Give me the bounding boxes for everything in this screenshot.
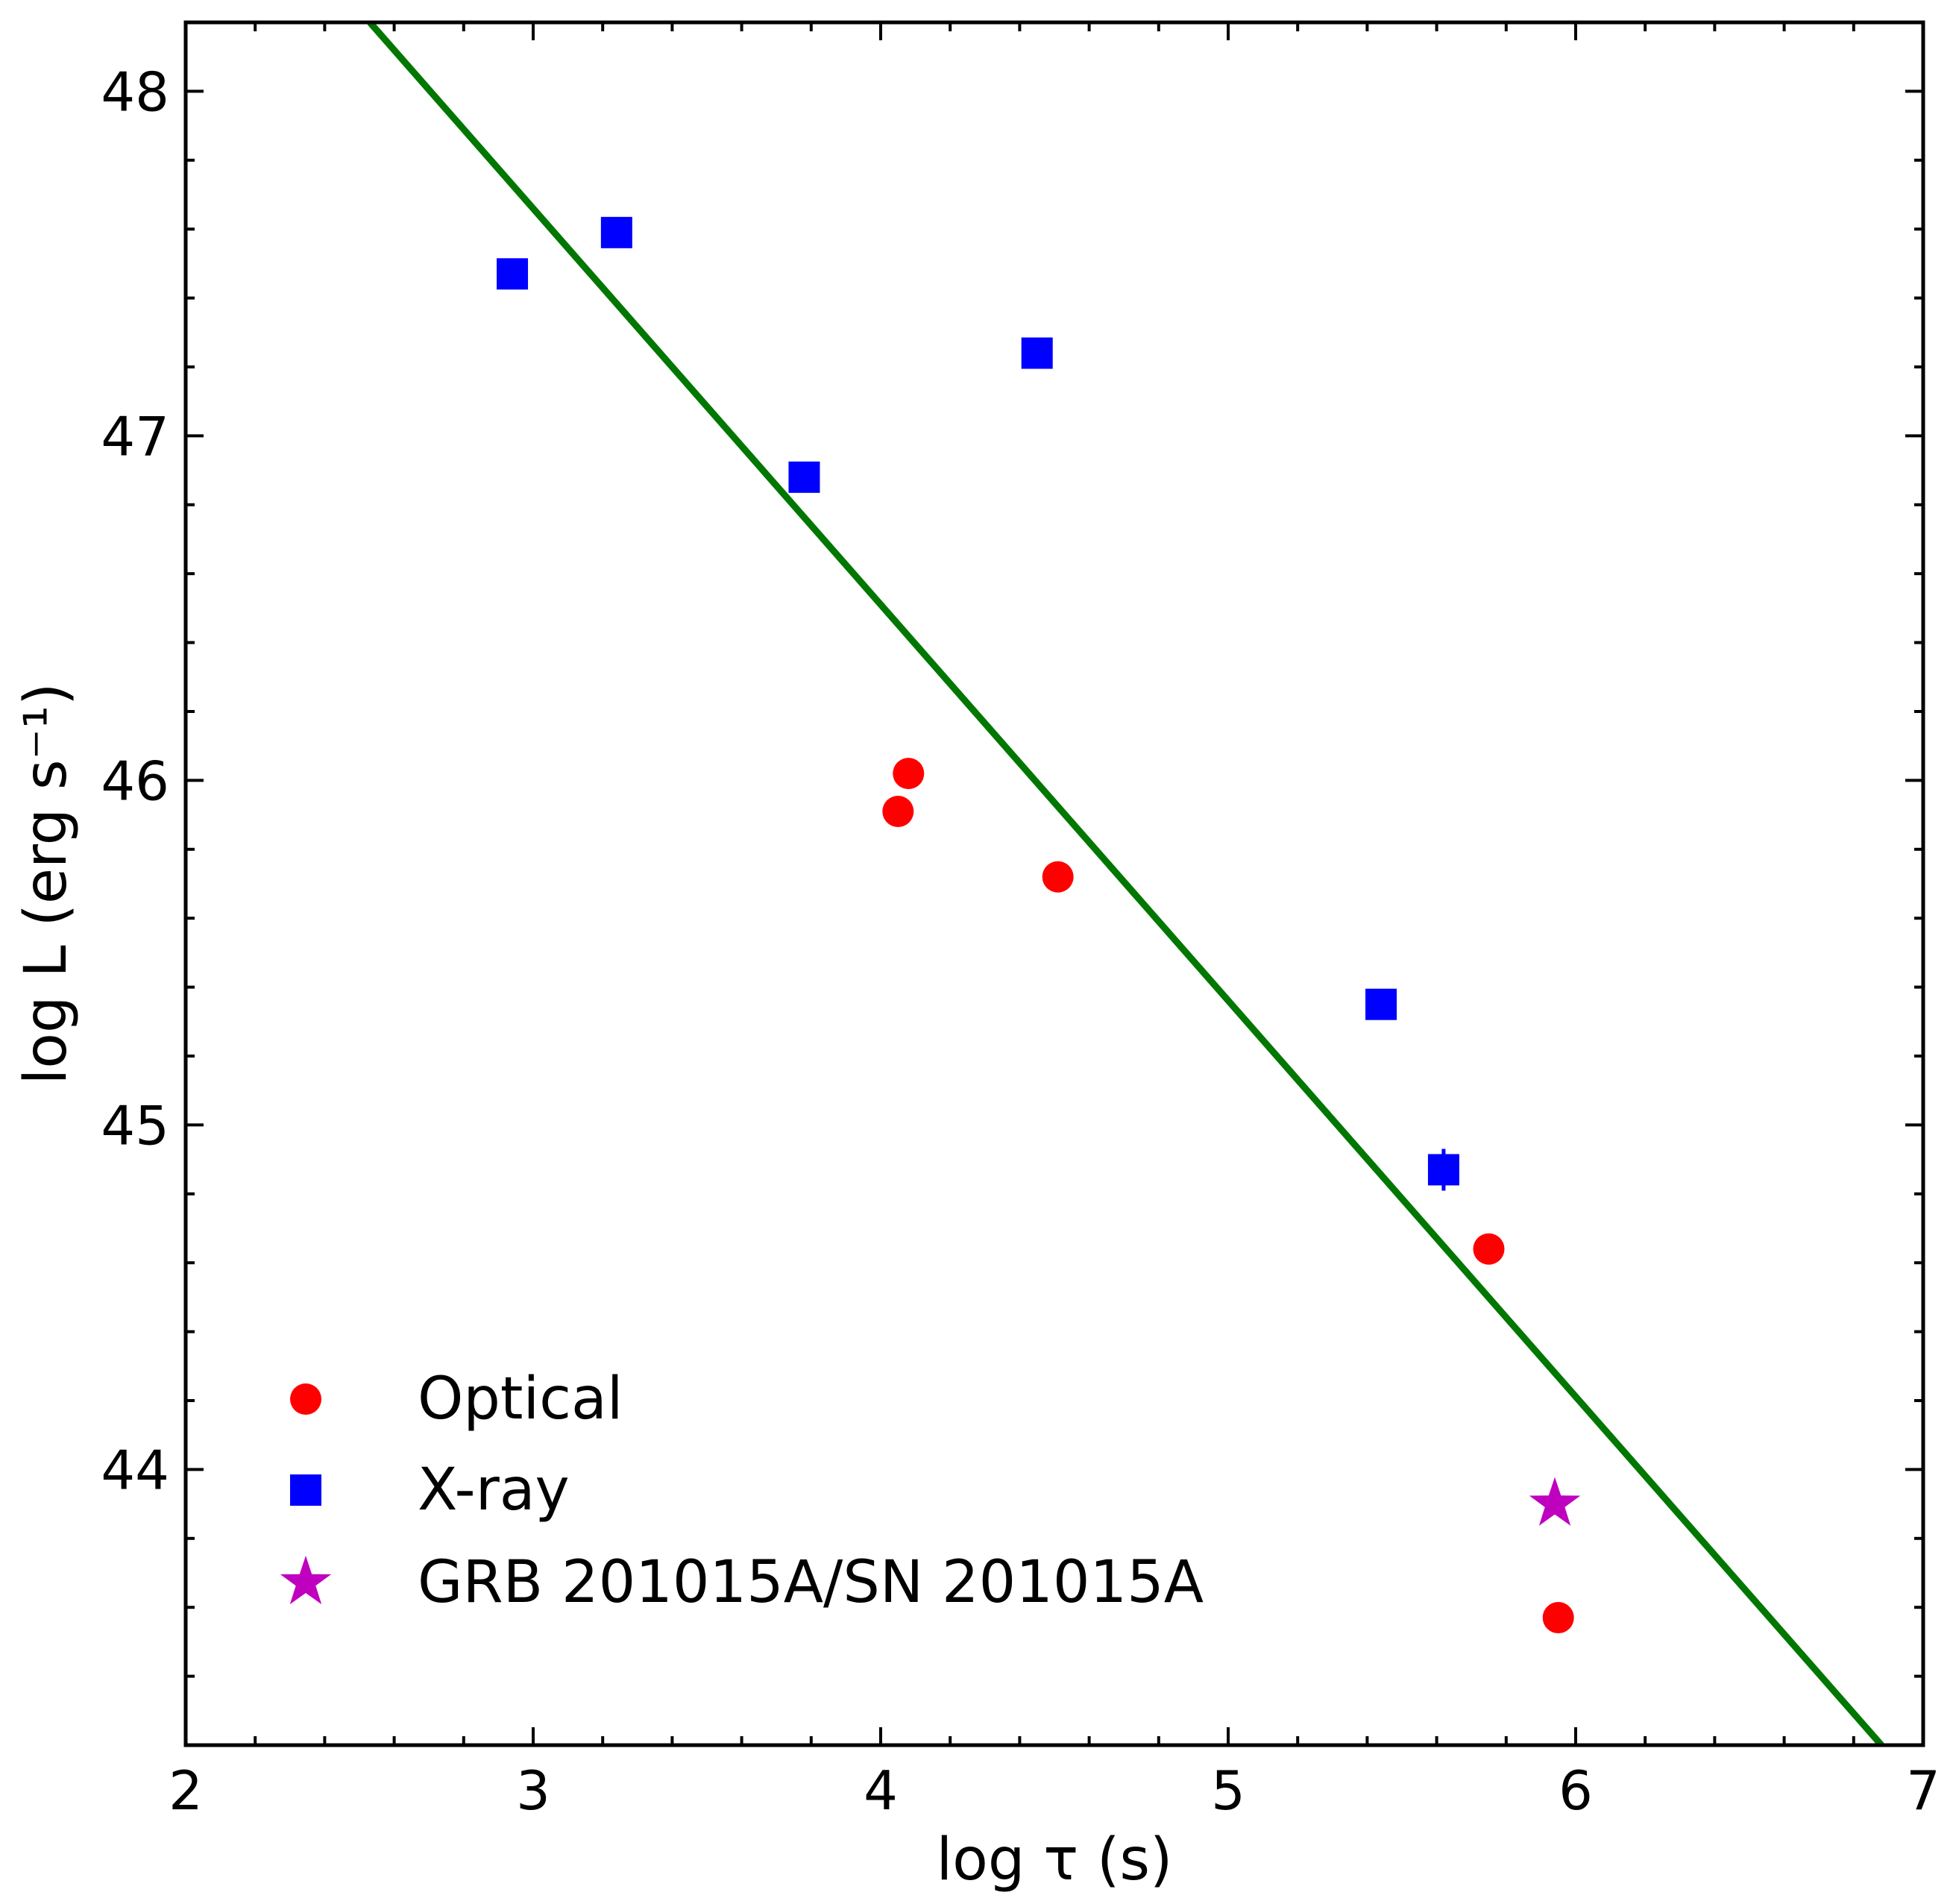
x-tick-label: 3: [516, 1759, 550, 1822]
optical-point-2: [1042, 861, 1074, 893]
legend-marker-optical: [290, 1383, 321, 1415]
xray-point-2: [788, 461, 820, 493]
grb-point-0: [1529, 1477, 1581, 1526]
optical-point-4: [1542, 1602, 1574, 1634]
y-tick-label: 45: [101, 1094, 169, 1157]
xray-point-1: [600, 216, 632, 248]
optical-point-1: [893, 758, 925, 790]
xray-point-4: [1365, 988, 1397, 1020]
x-tick-label: 6: [1559, 1759, 1593, 1822]
xray-point-3: [1021, 337, 1053, 369]
x-tick-label: 7: [1906, 1759, 1940, 1822]
legend: Optical X-ray GRB 201015A/SN 201015A: [280, 1366, 1204, 1616]
x-tick-label: 5: [1211, 1759, 1245, 1822]
plot-frame: [183, 20, 1925, 1747]
x-axis-label: log τ (s): [937, 1826, 1173, 1894]
xray-point-5: [1427, 1154, 1459, 1186]
legend-marker-shape: [290, 1474, 321, 1506]
legend-label-grb: GRB 201015A/SN 201015A: [418, 1549, 1204, 1616]
legend-marker-xray: [290, 1474, 321, 1506]
xray-point-0: [497, 258, 529, 290]
plot-marks: [367, 22, 1884, 1745]
legend-label-optical: Optical: [418, 1366, 623, 1433]
y-tick-label: 44: [101, 1439, 169, 1501]
legend-marker-shape: [280, 1556, 332, 1605]
optical-point-0: [882, 795, 914, 827]
legend-marker-shape: [290, 1383, 321, 1415]
x-tick-label: 4: [864, 1759, 898, 1822]
legend-marker-grb: [280, 1556, 332, 1605]
optical-point-3: [1473, 1233, 1505, 1265]
y-tick-label: 46: [101, 750, 169, 812]
x-tick-label: 2: [169, 1759, 203, 1822]
y-axis-label: log L (erg s⁻¹): [13, 683, 80, 1085]
y-tick-label: 48: [101, 60, 169, 123]
y-tick-label: 47: [101, 405, 169, 468]
legend-label-xray: X-ray: [418, 1457, 570, 1524]
fit-line: [367, 22, 1884, 1745]
